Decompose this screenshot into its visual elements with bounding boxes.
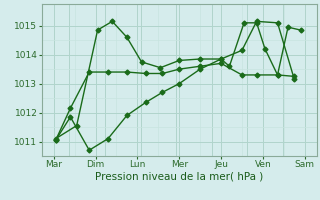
X-axis label: Pression niveau de la mer( hPa ): Pression niveau de la mer( hPa ) <box>95 172 263 182</box>
